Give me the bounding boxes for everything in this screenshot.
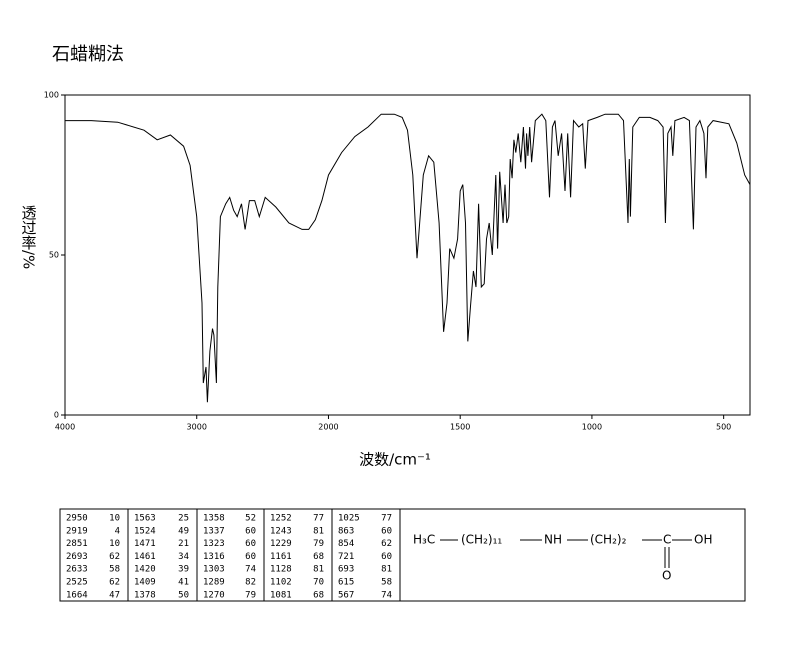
y-tick-label: 50 (49, 251, 59, 260)
structure-bonds (440, 539, 692, 568)
peak-wavenumber: 1471 (134, 539, 156, 549)
peak-transmittance: 62 (381, 539, 392, 549)
y-tick-label: 0 (54, 411, 59, 420)
peak-wavenumber: 1378 (134, 590, 156, 600)
peak-wavenumber: 1337 (203, 526, 225, 536)
peak-wavenumber: 1161 (270, 552, 292, 562)
peak-wavenumber: 1243 (270, 526, 292, 536)
peak-transmittance: 21 (178, 539, 189, 549)
peak-transmittance: 60 (381, 552, 392, 562)
peak-transmittance: 34 (178, 552, 189, 562)
y-tick-label: 100 (44, 91, 59, 100)
x-axis-label: 波数/cm⁻¹ (359, 451, 431, 469)
x-tick-label: 1500 (450, 423, 470, 432)
peak-wavenumber: 1303 (203, 565, 225, 575)
peak-transmittance: 81 (381, 565, 392, 575)
peak-wavenumber: 567 (338, 590, 354, 600)
peak-transmittance: 60 (245, 552, 256, 562)
peak-transmittance: 60 (381, 526, 392, 536)
peak-wavenumber: 1025 (338, 514, 360, 524)
peak-transmittance: 81 (313, 526, 324, 536)
structure-group: OH (694, 533, 712, 547)
peak-transmittance: 25 (178, 514, 189, 524)
peak-wavenumber: 693 (338, 565, 354, 575)
peak-transmittance: 10 (109, 514, 120, 524)
peak-wavenumber: 1461 (134, 552, 156, 562)
peak-transmittance: 79 (313, 539, 324, 549)
peak-wavenumber: 1252 (270, 514, 292, 524)
peak-transmittance: 39 (178, 565, 189, 575)
peak-transmittance: 49 (178, 526, 189, 536)
peak-transmittance: 74 (245, 565, 256, 575)
x-tick-label: 500 (716, 423, 731, 432)
structure-group: O (662, 569, 671, 583)
peak-transmittance: 68 (313, 552, 324, 562)
peak-wavenumber: 1270 (203, 590, 225, 600)
structure-group: (CH₂)₂ (590, 533, 627, 547)
peak-transmittance: 52 (245, 514, 256, 524)
peak-transmittance: 60 (245, 539, 256, 549)
peak-wavenumber: 854 (338, 539, 354, 549)
peak-transmittance: 41 (178, 578, 189, 588)
peak-transmittance: 68 (313, 590, 324, 600)
peak-transmittance: 47 (109, 590, 120, 600)
peak-wavenumber: 1563 (134, 514, 156, 524)
peak-wavenumber: 1409 (134, 578, 156, 588)
peak-transmittance: 82 (245, 578, 256, 588)
peak-transmittance: 4 (115, 526, 120, 536)
y-axis-label: 透过率/% (20, 205, 38, 269)
peak-wavenumber: 1358 (203, 514, 225, 524)
x-tick-label: 4000 (55, 423, 75, 432)
chart-title: 石蜡糊法 (52, 44, 124, 65)
peak-wavenumber: 2633 (66, 565, 88, 575)
peak-transmittance: 58 (109, 565, 120, 575)
structure-group: (CH₂)₁₁ (461, 533, 502, 547)
peak-wavenumber: 2950 (66, 514, 88, 524)
peak-transmittance: 77 (381, 514, 392, 524)
x-tick-label: 2000 (318, 423, 338, 432)
structure-group: H₃C (413, 533, 435, 547)
structure-group: NH (544, 533, 562, 547)
peak-transmittance: 79 (245, 590, 256, 600)
peak-transmittance: 70 (313, 578, 324, 588)
peak-transmittance: 10 (109, 539, 120, 549)
peak-wavenumber: 1420 (134, 565, 156, 575)
peak-wavenumber: 2525 (66, 578, 88, 588)
peak-wavenumber: 1323 (203, 539, 225, 549)
peak-transmittance: 77 (313, 514, 324, 524)
peak-transmittance: 62 (109, 552, 120, 562)
peak-wavenumber: 1081 (270, 590, 292, 600)
peak-wavenumber: 1524 (134, 526, 156, 536)
spectrum-line (65, 113, 751, 403)
peak-wavenumber: 1229 (270, 539, 292, 549)
plot-frame (64, 94, 751, 416)
peak-wavenumber: 721 (338, 552, 354, 562)
peak-wavenumber: 2851 (66, 539, 88, 549)
peak-wavenumber: 2693 (66, 552, 88, 562)
peak-wavenumber: 1316 (203, 552, 225, 562)
peak-transmittance: 74 (381, 590, 392, 600)
peak-transmittance: 58 (381, 578, 392, 588)
x-tick-label: 1000 (582, 423, 602, 432)
peak-wavenumber: 2919 (66, 526, 88, 536)
structure-group: C (663, 533, 671, 547)
peak-transmittance: 50 (178, 590, 189, 600)
table-frame (59, 508, 746, 602)
peak-wavenumber: 1102 (270, 578, 292, 588)
peak-wavenumber: 1664 (66, 590, 88, 600)
peak-wavenumber: 615 (338, 578, 354, 588)
peak-wavenumber: 1289 (203, 578, 225, 588)
peak-wavenumber: 863 (338, 526, 354, 536)
x-tick-label: 3000 (187, 423, 207, 432)
peak-transmittance: 60 (245, 526, 256, 536)
peak-wavenumber: 1128 (270, 565, 292, 575)
peak-transmittance: 81 (313, 565, 324, 575)
peak-transmittance: 62 (109, 578, 120, 588)
